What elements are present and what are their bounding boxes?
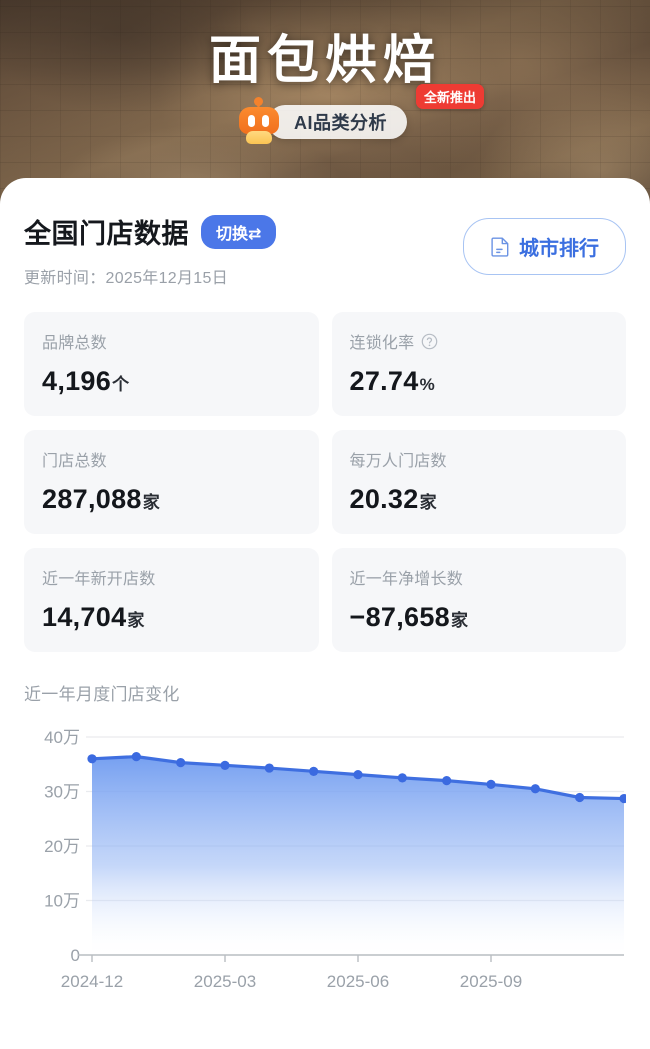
city-ranking-label: 城市排行	[519, 238, 599, 260]
monthly-store-change-chart: 近一年月度门店变化 0 10万 20万 30万 40万 2024-12 2025-03 20…	[24, 680, 626, 1001]
chart-y-tick-label: 40万	[44, 728, 80, 747]
chart-area-fill	[92, 756, 624, 955]
chart-x-tick-labels: 2024-12 2025-03 2025-06 2025-09	[61, 972, 522, 991]
chart-title: 近一年月度门店变化	[24, 685, 180, 704]
chart-svg: 0 10万 20万 30万 40万 2024-12 2025-03 2025-06 2025-…	[44, 728, 626, 991]
stat-value: 4,196 个	[42, 366, 301, 397]
stat-value: −87,658 家	[350, 602, 609, 633]
chart-y-tick-label: 20万	[44, 837, 80, 856]
stat-value-unit: 家	[450, 611, 469, 630]
chart-y-tick-labels: 0 10万 20万 30万 40万	[44, 728, 80, 965]
chart-x-tick-label: 2025-09	[460, 972, 522, 991]
stat-card-new-stores-year[interactable]: 近一年新开店数 14,704 家	[24, 548, 319, 652]
stat-label: 近一年新开店数	[42, 565, 301, 589]
chart-data-point[interactable]	[530, 784, 540, 794]
stat-card-stores-per-10k[interactable]: 每万人门店数 20.32 家	[331, 430, 626, 534]
stat-label: 连锁化率	[350, 329, 609, 353]
stat-value-number: 287,088	[42, 484, 142, 514]
stat-label-text: 近一年新开店数	[42, 571, 156, 588]
stat-card-store-total[interactable]: 门店总数 287,088 家	[24, 430, 319, 534]
stat-value-unit: 家	[142, 493, 161, 512]
question-mark-icon[interactable]	[421, 333, 438, 350]
update-time-label: 更新时间：2025年12月15日	[24, 270, 228, 287]
city-ranking-button[interactable]: 城市排行	[463, 218, 626, 275]
hero-banner: 面包烘焙 AI品类分析 全新推出	[0, 0, 650, 215]
chart-data-point[interactable]	[397, 773, 407, 783]
stat-value-number: 14,704	[42, 602, 127, 632]
stat-value-number: 4,196	[42, 366, 112, 396]
stat-value: 20.32 家	[350, 484, 609, 515]
hero-title: 面包烘焙	[208, 32, 441, 90]
chart-data-point[interactable]	[353, 770, 363, 780]
chart-x-tick-label: 2025-03	[194, 972, 256, 991]
stat-value-unit: 家	[127, 611, 145, 630]
chart-x-tick-label: 2025-06	[327, 972, 389, 991]
panel-header-left: 全国门店数据 切换⇄ 更新时间：2025年12月15日	[24, 212, 277, 288]
stat-value: 14,704 家	[42, 602, 301, 633]
stat-value-unit: %	[419, 375, 435, 394]
stat-value: 27.74 %	[350, 366, 609, 397]
chart-data-point[interactable]	[176, 758, 186, 768]
chart-data-point[interactable]	[131, 752, 141, 762]
chart-data-points	[87, 752, 626, 804]
stat-label-text: 门店总数	[42, 453, 107, 470]
stat-value-number: 27.74	[349, 366, 419, 396]
data-panel: 全国门店数据 切换⇄ 更新时间：2025年12月15日 城市排行 品牌总数 4,…	[0, 178, 650, 1049]
stat-label: 品牌总数	[42, 329, 301, 353]
chart-data-point[interactable]	[87, 754, 97, 764]
ai-badge-label: AI品类分析	[268, 105, 407, 139]
chart-plot-area[interactable]: 0 10万 20万 30万 40万 2024-12 2025-03 2025-06 2025-…	[24, 719, 626, 1001]
page-title: 全国门店数据	[24, 219, 189, 249]
chart-data-point[interactable]	[575, 792, 585, 803]
chart-data-point[interactable]	[264, 763, 274, 773]
chart-x-axis	[78, 954, 624, 962]
stat-label: 近一年净增长数	[350, 565, 609, 589]
chart-data-point[interactable]	[442, 776, 452, 786]
chart-x-tick-label: 2024-12	[61, 972, 123, 991]
stat-card-net-growth-year[interactable]: 近一年净增长数 −87,658 家	[331, 548, 626, 652]
stat-label-text: 连锁化率	[349, 335, 415, 352]
stat-label: 每万人门店数	[350, 447, 609, 471]
stat-value-number: 20.32	[349, 484, 419, 514]
stat-card-brand-total[interactable]: 品牌总数 4,196 个	[24, 312, 319, 416]
stat-value-unit: 个	[112, 375, 130, 394]
stat-value-number: −87,658	[349, 602, 450, 632]
ai-robot-icon	[238, 97, 280, 144]
stat-value: 287,088 家	[42, 484, 301, 515]
chart-data-point[interactable]	[309, 766, 319, 776]
stat-value-unit: 家	[419, 493, 437, 512]
panel-title-line: 全国门店数据 切换⇄	[24, 212, 277, 251]
chart-y-tick-label: 0	[71, 946, 80, 965]
chart-document-icon	[491, 237, 509, 257]
panel-header: 全国门店数据 切换⇄ 更新时间：2025年12月15日 城市排行	[24, 178, 626, 288]
stat-card-chain-rate[interactable]: 连锁化率 27.74 %	[331, 312, 626, 416]
chart-data-point[interactable]	[619, 793, 626, 804]
stat-label-text: 近一年净增长数	[349, 571, 463, 588]
chart-y-tick-label: 30万	[44, 783, 80, 802]
switch-scope-button[interactable]: 切换⇄	[201, 214, 277, 249]
stat-label-text: 品牌总数	[42, 335, 107, 352]
stats-grid: 品牌总数 4,196 个 连锁化率 27.74 %	[24, 312, 626, 652]
ai-category-analysis-badge[interactable]: AI品类分析 全新推出	[238, 84, 485, 144]
stat-label-text: 每万人门店数	[349, 453, 447, 470]
chart-data-point[interactable]	[486, 779, 496, 790]
chart-y-tick-label: 10万	[44, 892, 80, 911]
chart-data-point[interactable]	[220, 760, 230, 770]
new-release-tag: 全新推出	[416, 84, 485, 109]
stat-label: 门店总数	[42, 447, 301, 471]
